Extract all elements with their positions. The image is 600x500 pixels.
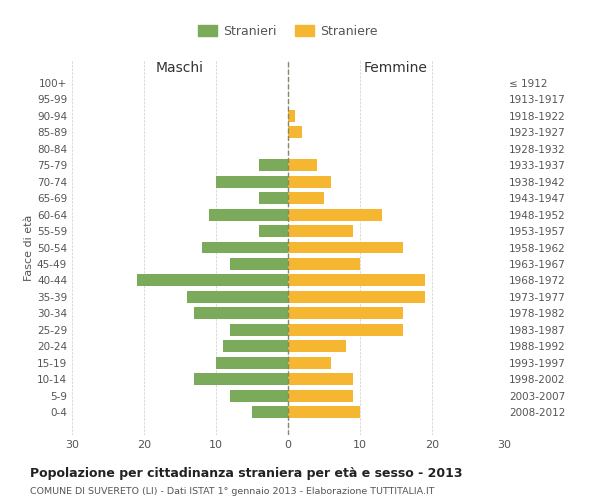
Bar xyxy=(288,160,317,171)
Bar xyxy=(259,192,288,204)
Text: Femmine: Femmine xyxy=(364,60,428,74)
Bar xyxy=(216,176,288,188)
Bar xyxy=(288,110,295,122)
Bar xyxy=(252,406,288,418)
Bar xyxy=(223,340,288,352)
Bar xyxy=(288,126,302,138)
Bar xyxy=(259,160,288,171)
Bar xyxy=(288,274,425,286)
Bar xyxy=(288,324,403,336)
Bar xyxy=(288,258,360,270)
Bar xyxy=(288,291,425,303)
Bar xyxy=(230,324,288,336)
Bar xyxy=(202,242,288,254)
Bar xyxy=(230,390,288,402)
Bar xyxy=(288,176,331,188)
Bar xyxy=(230,258,288,270)
Bar xyxy=(288,308,403,319)
Y-axis label: Fasce di età: Fasce di età xyxy=(24,214,34,280)
Bar xyxy=(288,340,346,352)
Bar xyxy=(288,406,360,418)
Text: Popolazione per cittadinanza straniera per età e sesso - 2013: Popolazione per cittadinanza straniera p… xyxy=(30,468,463,480)
Bar xyxy=(288,390,353,402)
Text: Maschi: Maschi xyxy=(156,60,204,74)
Bar xyxy=(216,356,288,368)
Bar xyxy=(187,291,288,303)
Bar xyxy=(194,308,288,319)
Text: COMUNE DI SUVERETO (LI) - Dati ISTAT 1° gennaio 2013 - Elaborazione TUTTITALIA.I: COMUNE DI SUVERETO (LI) - Dati ISTAT 1° … xyxy=(30,488,434,496)
Bar xyxy=(288,192,324,204)
Bar xyxy=(137,274,288,286)
Bar xyxy=(259,225,288,237)
Bar xyxy=(288,225,353,237)
Legend: Stranieri, Straniere: Stranieri, Straniere xyxy=(198,25,378,38)
Bar xyxy=(288,356,331,368)
Bar xyxy=(288,242,403,254)
Bar xyxy=(194,373,288,385)
Bar xyxy=(288,373,353,385)
Bar xyxy=(209,208,288,220)
Bar xyxy=(288,208,382,220)
